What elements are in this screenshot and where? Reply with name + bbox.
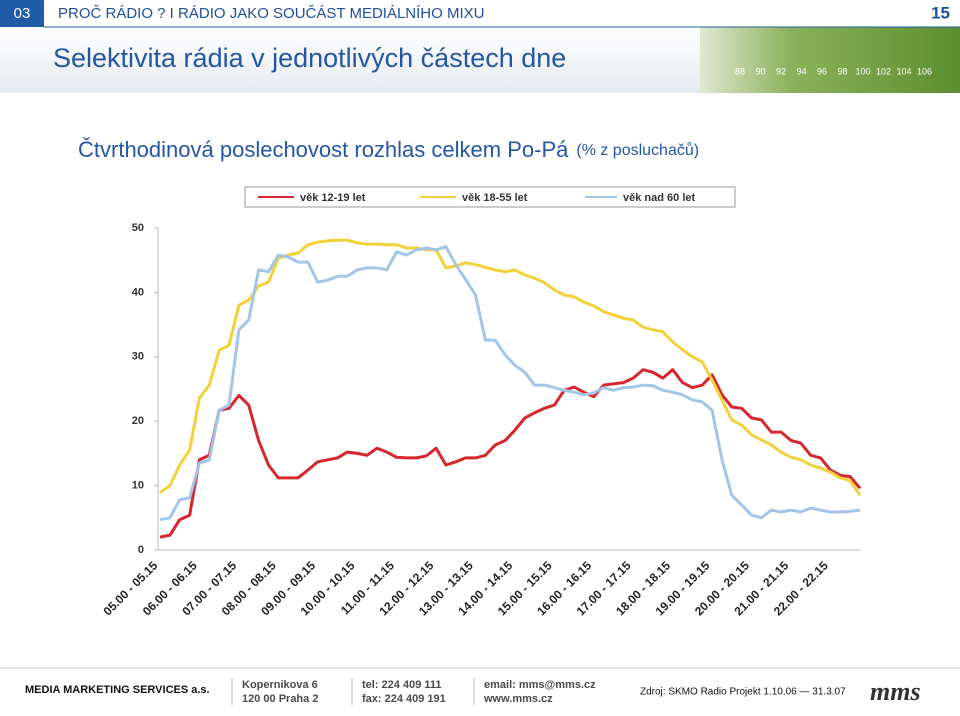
y-tick-label: 40 xyxy=(132,286,144,298)
logo: mms xyxy=(870,677,921,706)
address-line: 120 00 Praha 2 xyxy=(242,693,318,705)
frequency-label: 98 xyxy=(837,66,847,76)
y-tick-label: 0 xyxy=(138,544,144,556)
frequency-scale: 88 90 92 94 96 98 100 102 104 106 xyxy=(735,66,932,76)
frequency-label: 102 xyxy=(876,66,891,76)
web-line: www.mms.cz xyxy=(483,693,553,705)
chart-subtitle: (% z posluchačů) xyxy=(576,141,699,159)
phone-line: tel: 224 409 111 xyxy=(362,679,442,691)
legend xyxy=(244,186,736,208)
frequency-label: 92 xyxy=(776,66,786,76)
header-image xyxy=(700,27,960,93)
series-line xyxy=(159,368,862,539)
phone-line: fax: 224 409 191 xyxy=(362,693,446,705)
section-number: 03 xyxy=(14,5,31,22)
legend-label: věk nad 60 let xyxy=(623,192,695,204)
section-box xyxy=(0,0,44,27)
frequency-label: 106 xyxy=(917,66,932,76)
y-tick-label: 30 xyxy=(132,351,144,363)
frequency-label: 100 xyxy=(855,66,870,76)
company: MEDIA MARKETING SERVICES a.s. xyxy=(25,684,210,696)
breadcrumb: PROČ RÁDIO ? I RÁDIO JAKO SOUČÁST MEDIÁL… xyxy=(58,5,484,22)
y-tick-label: 10 xyxy=(132,480,144,492)
page-number: 15 xyxy=(931,3,950,22)
frequency-label: 94 xyxy=(796,66,806,76)
frequency-label: 104 xyxy=(896,66,911,76)
y-tick-label: 20 xyxy=(132,415,144,427)
page-title: Selektivita rádia v jednotlivých částech… xyxy=(53,43,566,73)
frequency-label: 90 xyxy=(755,66,765,76)
web-line: email: mms@mms.cz xyxy=(484,679,596,691)
y-tick-label: 50 xyxy=(132,222,144,234)
legend-label: věk 18-55 let xyxy=(462,192,528,204)
address-line: Kopernikova 6 xyxy=(242,679,318,691)
series-line xyxy=(159,245,861,522)
chart-title-main: Čtvrthodinová poslechovost rozhlas celke… xyxy=(78,137,569,162)
frequency-label: 96 xyxy=(817,66,827,76)
series-line xyxy=(159,238,862,497)
chart-title: Čtvrthodinová poslechovost rozhlas celke… xyxy=(78,137,699,162)
frequency-label: 88 xyxy=(735,66,745,76)
legend-label: věk 12-19 let xyxy=(300,192,366,204)
source: Zdroj: SKMO Radio Projekt 1.10.06 — 31.3… xyxy=(640,687,846,698)
